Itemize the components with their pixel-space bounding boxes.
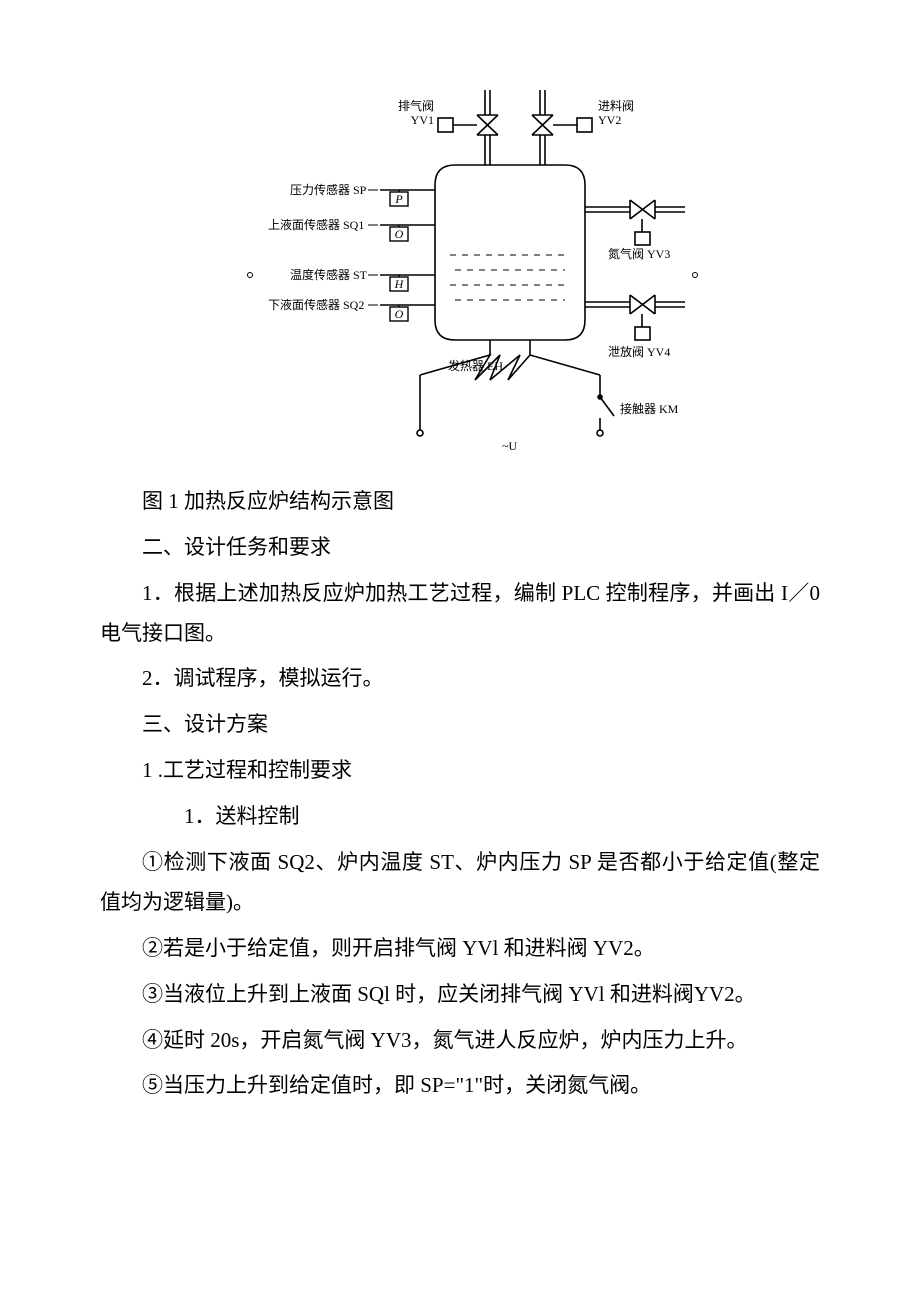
figure-caption: 图 1 加热反应炉结构示意图 xyxy=(100,482,820,522)
label-yv2-code: YV2 xyxy=(598,113,621,127)
para-step-1: ①检测下液面 SQ2、炉内温度 ST、炉内压力 SP 是否都小于给定值(整定值均… xyxy=(100,843,820,923)
label-yv4: 泄放阀 YV4 xyxy=(608,344,670,359)
sensor-sp-char: P xyxy=(394,192,403,206)
label-yv1-text: 排气阀 xyxy=(398,98,434,113)
para-step-4: ④延时 20s，开启氮气阀 YV3，氮气进人反应炉，炉内压力上升。 xyxy=(100,1021,820,1061)
sensor-st-char: H xyxy=(394,277,405,291)
label-yv3: 氮气阀 YV3 xyxy=(608,246,670,261)
diagram-container: 排气阀 YV1 进料阀 YV2 P O H xyxy=(100,80,820,474)
label-eh: 发热器 EH xyxy=(448,358,503,373)
para-step-3: ③当液位上升到上液面 SQl 时，应关闭排气阀 YVl 和进料阀YV2。 xyxy=(100,975,820,1015)
sensor-sq2-char: O xyxy=(395,307,404,321)
document-page: 排气阀 YV1 进料阀 YV2 P O H xyxy=(0,0,920,1172)
label-u: ~U xyxy=(502,439,517,453)
label-sq2: 下液面传感器 SQ2 xyxy=(268,297,364,312)
para-process-heading: 1 .工艺过程和控制要求 xyxy=(100,751,820,791)
para-step-5: ⑤当压力上升到给定值时，即 SP="1"时，关闭氮气阀。 xyxy=(100,1066,820,1106)
label-sq1: 上液面传感器 SQ1 xyxy=(268,217,364,232)
para-feed-control: 1．送料控制 xyxy=(100,797,820,837)
heading-3: 三、设计方案 xyxy=(100,705,820,745)
sensor-sq1-char: O xyxy=(395,227,404,241)
label-st: 温度传感器 ST xyxy=(290,267,368,282)
para-step-2: ②若是小于给定值，则开启排气阀 YVl 和进料阀 YV2。 xyxy=(100,929,820,969)
label-km: 接触器 KM xyxy=(620,401,679,416)
para-task-2: 2．调试程序，模拟运行。 xyxy=(100,659,820,699)
label-sp: 压力传感器 SP xyxy=(290,182,367,197)
furnace-diagram: 排气阀 YV1 进料阀 YV2 P O H xyxy=(190,80,730,460)
label-yv1-code: YV1 xyxy=(411,113,434,127)
label-yv2-text: 进料阀 xyxy=(598,99,634,113)
heading-2: 二、设计任务和要求 xyxy=(100,528,820,568)
para-task-1: 1．根据上述加热反应炉加热工艺过程，编制 PLC 控制程序，并画出 I／0 电气… xyxy=(100,574,820,654)
